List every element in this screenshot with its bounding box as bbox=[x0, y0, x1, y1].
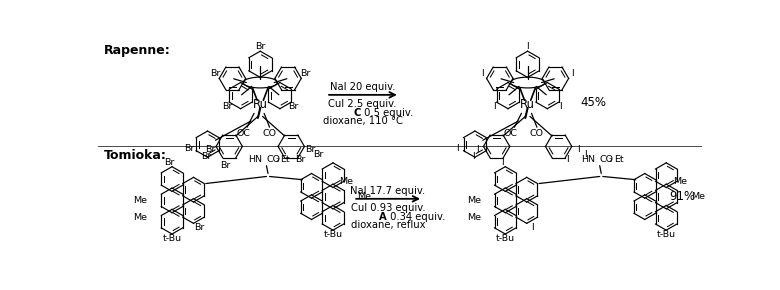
Text: Br: Br bbox=[255, 42, 265, 51]
Text: C: C bbox=[353, 108, 361, 117]
Text: dioxane, reflux: dioxane, reflux bbox=[351, 220, 425, 230]
Text: t-Bu: t-Bu bbox=[496, 234, 515, 243]
Text: CuI 0.93 equiv.: CuI 0.93 equiv. bbox=[351, 203, 425, 213]
Text: Me: Me bbox=[466, 196, 480, 205]
Text: Br: Br bbox=[289, 102, 299, 111]
Text: Br: Br bbox=[222, 102, 232, 111]
Text: CO: CO bbox=[263, 129, 277, 138]
Text: Me: Me bbox=[357, 192, 371, 201]
Text: 91%: 91% bbox=[669, 190, 696, 203]
Text: $_2$: $_2$ bbox=[275, 156, 280, 165]
Text: Me: Me bbox=[133, 196, 147, 205]
Text: Me: Me bbox=[672, 177, 686, 186]
Text: I: I bbox=[531, 224, 534, 233]
Text: Br: Br bbox=[296, 155, 306, 164]
Text: I: I bbox=[476, 145, 479, 154]
Text: Me: Me bbox=[466, 213, 480, 222]
Text: I: I bbox=[493, 102, 495, 111]
Text: I: I bbox=[472, 152, 475, 161]
Text: t-Bu: t-Bu bbox=[162, 234, 182, 243]
Text: HN: HN bbox=[581, 155, 595, 164]
Text: NaI 17.7 equiv.: NaI 17.7 equiv. bbox=[350, 186, 426, 196]
Text: CuI 2.5 equiv.: CuI 2.5 equiv. bbox=[328, 99, 397, 109]
Text: I: I bbox=[526, 42, 529, 51]
Text: I: I bbox=[571, 69, 574, 78]
Text: A: A bbox=[379, 211, 387, 222]
Text: 45%: 45% bbox=[580, 96, 607, 109]
Text: Br: Br bbox=[306, 145, 316, 154]
Text: 0.34 equiv.: 0.34 equiv. bbox=[387, 211, 445, 222]
Text: CO: CO bbox=[530, 129, 544, 138]
Text: t-Bu: t-Bu bbox=[324, 230, 342, 239]
Text: Et: Et bbox=[280, 155, 290, 164]
Text: HN: HN bbox=[248, 155, 262, 164]
Text: Me: Me bbox=[133, 213, 147, 222]
Text: CO: CO bbox=[600, 155, 614, 164]
Text: I: I bbox=[566, 155, 569, 164]
Text: Ru: Ru bbox=[520, 98, 535, 110]
Text: I: I bbox=[501, 157, 504, 166]
Text: t-Bu: t-Bu bbox=[657, 230, 675, 239]
Text: Br: Br bbox=[220, 161, 231, 170]
Text: Rapenne:: Rapenne: bbox=[104, 44, 171, 57]
Text: Br: Br bbox=[314, 150, 324, 159]
Text: I: I bbox=[456, 144, 459, 153]
Text: dioxane, 110 °C: dioxane, 110 °C bbox=[323, 116, 402, 126]
Text: I: I bbox=[584, 150, 587, 159]
Text: Br: Br bbox=[185, 144, 195, 153]
Text: Me: Me bbox=[691, 192, 705, 201]
Text: I: I bbox=[481, 69, 484, 78]
Text: OC: OC bbox=[504, 129, 518, 138]
Text: Tomioka:: Tomioka: bbox=[104, 149, 167, 162]
Text: CO: CO bbox=[267, 155, 281, 164]
Text: Et: Et bbox=[614, 155, 623, 164]
Text: $_2$: $_2$ bbox=[608, 156, 613, 165]
Text: Br: Br bbox=[210, 69, 221, 78]
Text: 0.5 equiv.: 0.5 equiv. bbox=[361, 108, 413, 117]
Text: Br: Br bbox=[300, 69, 310, 78]
Text: NaI 20 equiv.: NaI 20 equiv. bbox=[330, 82, 395, 92]
Text: Br: Br bbox=[194, 224, 205, 233]
Text: OC: OC bbox=[236, 129, 250, 138]
Text: Me: Me bbox=[339, 177, 353, 186]
Text: I: I bbox=[559, 102, 562, 111]
Text: I: I bbox=[576, 145, 580, 154]
Text: Br: Br bbox=[164, 157, 174, 166]
Text: Ru: Ru bbox=[253, 98, 268, 110]
Text: Br: Br bbox=[204, 145, 215, 154]
Text: Br: Br bbox=[200, 152, 211, 161]
